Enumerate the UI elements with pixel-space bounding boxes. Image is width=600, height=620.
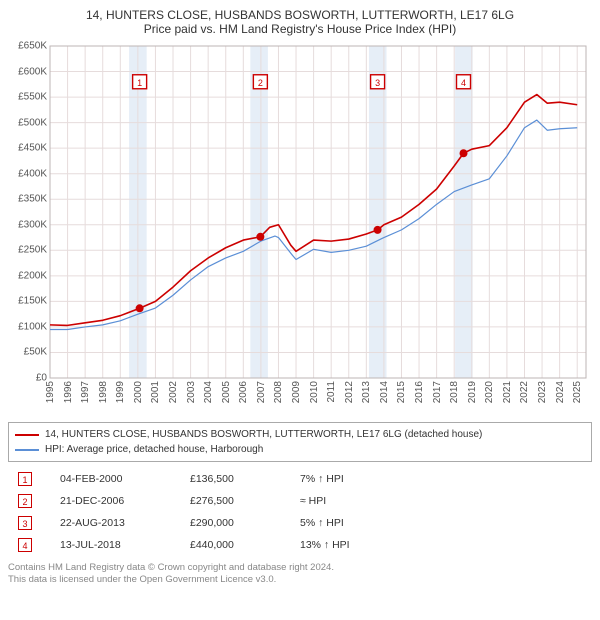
x-tick-label: 2011 — [326, 381, 337, 403]
transaction-marker: 1 — [18, 472, 32, 486]
x-tick-label: 1998 — [98, 381, 109, 403]
x-tick-label: 1997 — [80, 381, 91, 403]
legend: 14, HUNTERS CLOSE, HUSBANDS BOSWORTH, LU… — [8, 422, 592, 462]
transaction-hpi-relation: 7% ↑ HPI — [300, 473, 400, 485]
svg-text:2: 2 — [258, 78, 263, 88]
transaction-marker: 2 — [18, 494, 32, 508]
legend-label: HPI: Average price, detached house, Harb… — [45, 442, 263, 457]
legend-item: HPI: Average price, detached house, Harb… — [15, 442, 585, 457]
x-tick-label: 2000 — [133, 381, 144, 403]
y-tick-label: £550K — [18, 92, 47, 103]
x-tick-label: 2001 — [150, 381, 161, 403]
transaction-price: £290,000 — [190, 517, 300, 529]
footer-line2: This data is licensed under the Open Gov… — [8, 574, 592, 586]
transaction-price: £136,500 — [190, 473, 300, 485]
x-tick-label: 1999 — [115, 381, 126, 403]
x-tick-label: 2018 — [449, 381, 460, 403]
x-tick-label: 2014 — [379, 381, 390, 403]
price-chart: 1234 £0£50K£100K£150K£200K£250K£300K£350… — [8, 40, 592, 420]
y-tick-label: £350K — [18, 194, 47, 205]
y-tick-label: £650K — [18, 41, 47, 52]
transaction-date: 13-JUL-2018 — [60, 539, 190, 551]
x-tick-label: 2023 — [537, 381, 548, 403]
transaction-hpi-relation: 5% ↑ HPI — [300, 517, 400, 529]
legend-label: 14, HUNTERS CLOSE, HUSBANDS BOSWORTH, LU… — [45, 427, 482, 442]
transaction-marker: 4 — [18, 538, 32, 552]
x-tick-label: 2020 — [484, 381, 495, 403]
chart-title: 14, HUNTERS CLOSE, HUSBANDS BOSWORTH, LU… — [8, 8, 592, 36]
x-tick-label: 2022 — [519, 381, 530, 403]
legend-item: 14, HUNTERS CLOSE, HUSBANDS BOSWORTH, LU… — [15, 427, 585, 442]
y-tick-label: £400K — [18, 168, 47, 179]
x-tick-label: 2005 — [221, 381, 232, 403]
transaction-date: 04-FEB-2000 — [60, 473, 190, 485]
transaction-price: £440,000 — [190, 539, 300, 551]
x-tick-label: 2009 — [291, 381, 302, 403]
x-tick-label: 2004 — [203, 381, 214, 403]
y-tick-label: £500K — [18, 117, 47, 128]
transaction-price: £276,500 — [190, 495, 300, 507]
y-tick-label: £250K — [18, 245, 47, 256]
x-tick-label: 1996 — [63, 381, 74, 403]
svg-text:3: 3 — [375, 78, 380, 88]
table-row: 1 04-FEB-2000£136,5007% ↑ HPI — [8, 468, 592, 490]
table-row: 3 22-AUG-2013£290,0005% ↑ HPI — [8, 512, 592, 534]
x-tick-label: 1995 — [45, 381, 56, 403]
x-tick-label: 2021 — [502, 381, 513, 403]
x-tick-label: 2008 — [273, 381, 284, 403]
footer-attribution: Contains HM Land Registry data © Crown c… — [8, 562, 592, 587]
legend-swatch — [15, 449, 39, 451]
x-tick-label: 2024 — [555, 381, 566, 403]
x-tick-label: 2010 — [309, 381, 320, 403]
y-tick-label: £450K — [18, 143, 47, 154]
x-tick-label: 2002 — [168, 381, 179, 403]
footer-line1: Contains HM Land Registry data © Crown c… — [8, 562, 592, 574]
x-tick-label: 2013 — [361, 381, 372, 403]
transaction-hpi-relation: ≈ HPI — [300, 495, 400, 507]
transaction-marker: 3 — [18, 516, 32, 530]
x-tick-label: 2003 — [186, 381, 197, 403]
svg-text:1: 1 — [137, 78, 142, 88]
x-tick-label: 2017 — [432, 381, 443, 403]
y-tick-label: £200K — [18, 270, 47, 281]
table-row: 4 13-JUL-2018£440,00013% ↑ HPI — [8, 534, 592, 556]
transaction-table: 1 04-FEB-2000£136,5007% ↑ HPI 2 21-DEC-2006… — [8, 468, 592, 556]
y-tick-label: £300K — [18, 219, 47, 230]
y-tick-label: £600K — [18, 66, 47, 77]
x-tick-label: 2007 — [256, 381, 267, 403]
title-subtitle: Price paid vs. HM Land Registry's House … — [8, 22, 592, 36]
y-tick-label: £100K — [18, 321, 47, 332]
y-tick-label: £150K — [18, 296, 47, 307]
y-tick-label: £50K — [24, 347, 47, 358]
transaction-hpi-relation: 13% ↑ HPI — [300, 539, 400, 551]
x-tick-label: 2025 — [572, 381, 583, 403]
x-tick-label: 2016 — [414, 381, 425, 403]
transaction-date: 22-AUG-2013 — [60, 517, 190, 529]
svg-text:4: 4 — [461, 78, 466, 88]
table-row: 2 21-DEC-2006£276,500≈ HPI — [8, 490, 592, 512]
transaction-date: 21-DEC-2006 — [60, 495, 190, 507]
x-tick-label: 2012 — [344, 381, 355, 403]
x-tick-label: 2006 — [238, 381, 249, 403]
x-tick-label: 2015 — [396, 381, 407, 403]
x-tick-label: 2019 — [467, 381, 478, 403]
legend-swatch — [15, 434, 39, 436]
title-address: 14, HUNTERS CLOSE, HUSBANDS BOSWORTH, LU… — [8, 8, 592, 22]
